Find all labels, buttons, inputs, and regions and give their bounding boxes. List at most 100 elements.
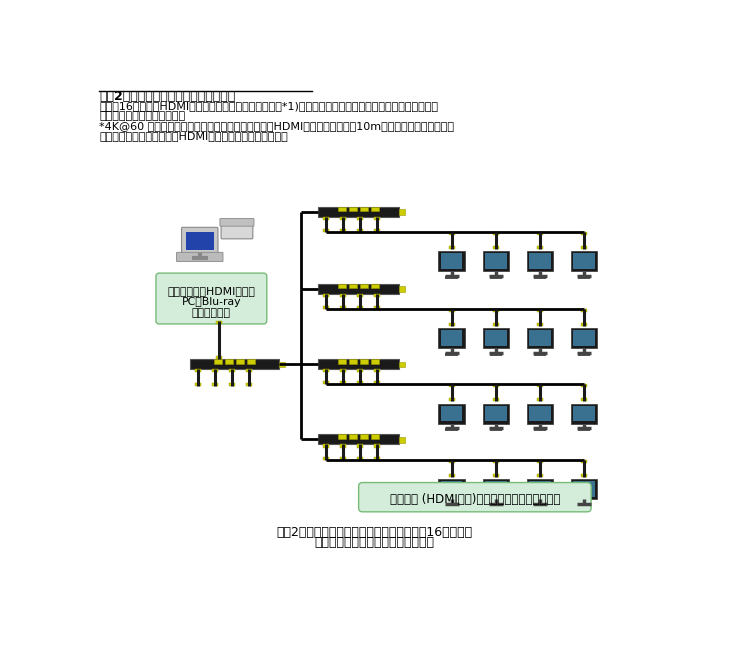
Text: 最大16台までのHDMIシンク機器への映像表示が可能*1)。イベントや量販店テレビ売場での映像伝送用: 最大16台までのHDMIシンク機器への映像表示が可能*1)。イベントや量販店テレ… <box>99 101 438 111</box>
Bar <box>339 229 346 232</box>
Bar <box>318 359 399 369</box>
Bar <box>493 474 499 476</box>
Bar <box>529 482 551 497</box>
Bar <box>339 359 346 364</box>
Bar <box>399 437 404 443</box>
Bar <box>350 434 357 439</box>
Bar <box>581 384 587 387</box>
Bar <box>339 444 346 447</box>
Bar <box>357 457 363 460</box>
Bar <box>323 444 329 447</box>
Bar <box>483 403 509 424</box>
Bar <box>339 369 346 372</box>
FancyBboxPatch shape <box>221 219 253 239</box>
Text: ソース機器（HDMI接続）: ソース機器（HDMI接続） <box>167 286 256 296</box>
Bar <box>581 460 587 463</box>
Bar <box>573 482 595 497</box>
Bar <box>493 398 499 401</box>
Bar <box>490 353 502 356</box>
Text: 途等にご活用いただけます。: 途等にご活用いただけます。 <box>99 111 185 121</box>
Text: 最大2階層までのカスケード接続により最大16台までの: 最大2階層までのカスケード接続により最大16台までの <box>276 526 472 538</box>
Bar <box>216 321 222 324</box>
Bar <box>350 359 357 364</box>
Bar <box>323 382 329 384</box>
Bar <box>448 246 455 249</box>
Bar <box>578 428 591 432</box>
Bar <box>371 434 379 439</box>
Bar <box>374 229 380 232</box>
Bar <box>537 323 543 326</box>
Bar <box>445 276 458 279</box>
Bar <box>448 460 455 463</box>
Bar <box>571 328 597 348</box>
Bar <box>323 457 329 460</box>
Bar <box>441 482 463 497</box>
Bar <box>374 382 380 384</box>
Bar <box>483 328 509 348</box>
Bar <box>485 330 507 346</box>
Bar <box>371 206 379 211</box>
Bar <box>485 406 507 421</box>
Bar <box>534 428 546 432</box>
Bar <box>374 369 380 372</box>
Bar <box>339 217 346 219</box>
Bar <box>215 359 222 364</box>
Bar <box>339 457 346 460</box>
Bar <box>357 369 363 372</box>
Bar <box>237 359 244 364</box>
Bar <box>247 359 255 364</box>
Text: てください。弊社取り扱いHDMIケーブルにて検証済です。: てください。弊社取り扱いHDMIケーブルにて検証済です。 <box>99 131 288 142</box>
Bar <box>578 353 591 356</box>
Bar <box>323 229 329 232</box>
Text: *4K@60 の映像を分配時、ソースからシンクまでのHDMIケーブルの長さは10m以内となるように接続し: *4K@60 の映像を分配時、ソースからシンクまでのHDMIケーブルの長さは10… <box>99 121 454 131</box>
Bar <box>439 403 465 424</box>
Bar <box>357 306 363 309</box>
Bar <box>357 444 363 447</box>
Bar <box>374 457 380 460</box>
Bar <box>578 503 591 507</box>
Bar <box>212 369 218 372</box>
Bar <box>190 359 279 369</box>
Bar <box>318 434 399 444</box>
FancyBboxPatch shape <box>156 273 266 324</box>
Text: 表示機器 (HDMI接続)テレビやプロジェクター等: 表示機器 (HDMI接続)テレビやプロジェクター等 <box>390 494 560 506</box>
Bar <box>439 479 465 499</box>
FancyBboxPatch shape <box>182 227 218 254</box>
Bar <box>339 434 346 439</box>
Bar <box>490 428 502 432</box>
Bar <box>228 383 235 386</box>
Bar <box>493 232 499 235</box>
Text: PCやBlu-ray: PCやBlu-ray <box>182 297 241 307</box>
Bar <box>581 246 587 249</box>
Bar <box>318 206 399 217</box>
Bar <box>371 283 379 288</box>
Bar <box>445 428 458 432</box>
Bar <box>493 323 499 326</box>
Bar <box>186 231 214 250</box>
Bar <box>485 254 507 269</box>
FancyBboxPatch shape <box>358 482 591 512</box>
Bar <box>448 232 455 235</box>
Bar <box>399 362 404 367</box>
Bar <box>216 356 222 359</box>
Bar <box>581 232 587 235</box>
Bar <box>441 254 463 269</box>
Bar <box>448 309 455 312</box>
Bar <box>529 330 551 346</box>
Bar <box>581 474 587 476</box>
Bar <box>350 206 357 211</box>
FancyBboxPatch shape <box>177 252 223 262</box>
Bar <box>374 293 380 297</box>
Bar <box>339 382 346 384</box>
Bar <box>493 460 499 463</box>
Bar <box>537 460 543 463</box>
Bar <box>485 482 507 497</box>
Bar <box>448 398 455 401</box>
Bar <box>357 293 363 297</box>
Bar <box>537 246 543 249</box>
Bar <box>534 353 546 356</box>
Bar <box>441 330 463 346</box>
Bar <box>571 251 597 272</box>
Text: 最大2階層までのカスケード接続に対応: 最大2階層までのカスケード接続に対応 <box>99 90 235 103</box>
Bar <box>246 369 252 372</box>
